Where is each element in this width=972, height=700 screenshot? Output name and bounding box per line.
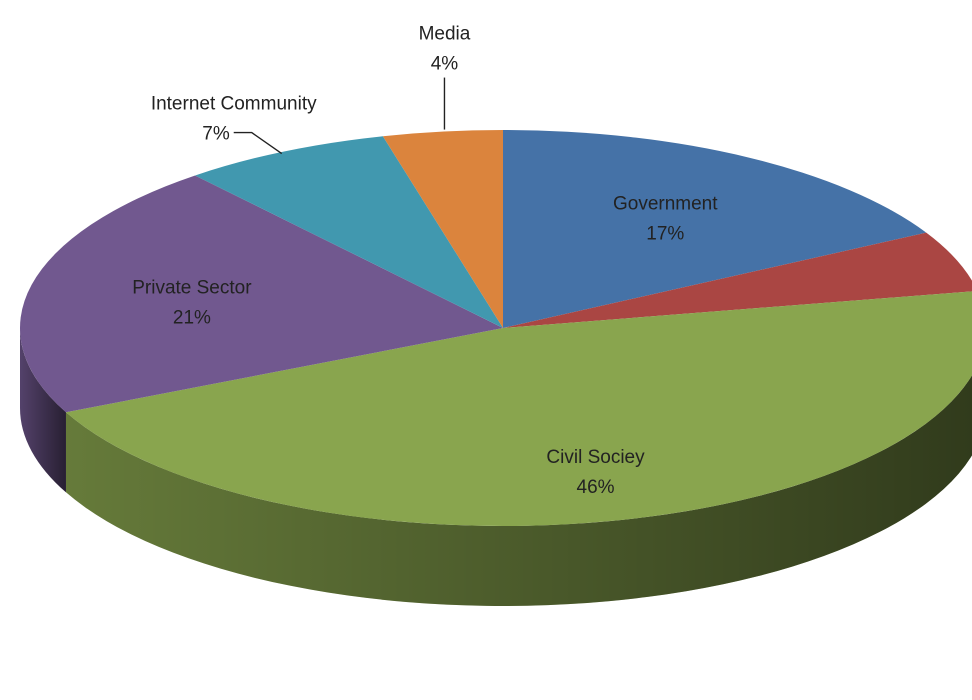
slice-label-government: Government xyxy=(613,194,718,215)
slice-value-private-sector: 21% xyxy=(173,307,211,328)
slice-private-sector[interactable] xyxy=(19,175,503,413)
slice-value-government: 17% xyxy=(646,224,684,245)
pie-side-walls xyxy=(20,328,972,606)
slice-internet-community[interactable] xyxy=(195,136,503,328)
slice-label-internet-community: Internet Community xyxy=(151,94,317,115)
slice-igo[interactable] xyxy=(503,232,972,328)
slice-label-private-sector: Private Sector xyxy=(132,277,252,298)
leader-internet-community xyxy=(233,131,283,155)
slice-media[interactable] xyxy=(382,130,503,328)
slice-value-internet-community: 7% xyxy=(202,124,230,145)
slice-side-shading xyxy=(20,328,66,493)
pie-slices xyxy=(19,130,972,526)
slice-value-civil-sociey: 46% xyxy=(577,477,615,498)
leader-lines xyxy=(233,77,446,155)
slice-side-shading xyxy=(65,375,972,606)
slice-government[interactable] xyxy=(503,130,927,328)
slice-civil-sociey[interactable] xyxy=(65,291,972,526)
slice-label-media: Media xyxy=(419,24,471,45)
slice-value-media: 4% xyxy=(431,54,459,75)
slice-label-civil-sociey: Civil Sociey xyxy=(546,447,645,468)
